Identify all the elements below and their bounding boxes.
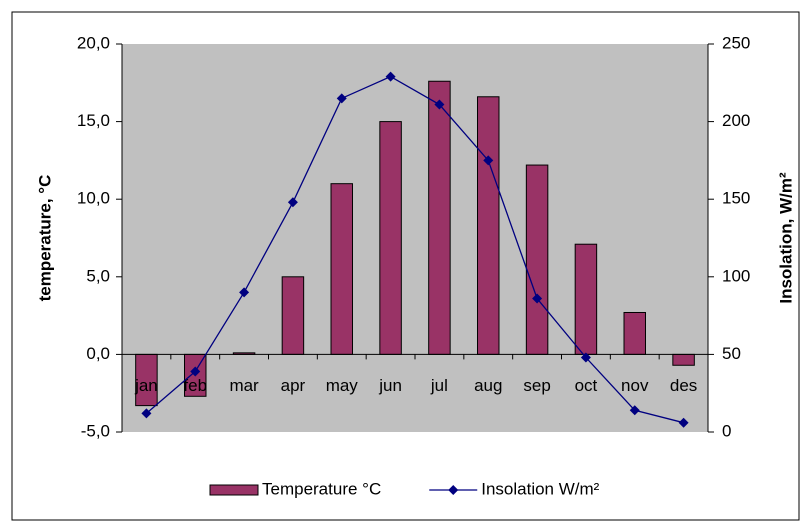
marker xyxy=(580,352,591,363)
plot-area xyxy=(122,44,708,432)
marker xyxy=(190,366,201,377)
bar xyxy=(330,183,353,355)
y-tick-label: 5,0 xyxy=(86,266,110,285)
bar xyxy=(574,243,598,355)
y-tick-label: 10,0 xyxy=(77,189,110,208)
marker xyxy=(239,287,250,298)
x-tick-label: mar xyxy=(229,376,259,395)
x-tick-label: jan xyxy=(134,376,158,395)
x-tick-label: sep xyxy=(523,376,550,395)
x-tick-label: des xyxy=(670,376,697,395)
bar xyxy=(672,353,695,366)
y2-tick-label: 0 xyxy=(722,421,731,440)
y-tick-label: -5,0 xyxy=(81,421,110,440)
y2-tick-label: 150 xyxy=(722,189,750,208)
y-tick-label: 15,0 xyxy=(77,111,110,130)
marker xyxy=(336,93,347,104)
bar xyxy=(525,164,549,355)
x-tick-label: apr xyxy=(281,376,306,395)
y2-tick-label: 50 xyxy=(722,344,741,363)
x-tick-label: oct xyxy=(575,376,598,395)
legend-marker xyxy=(448,485,459,495)
x-tick-label: nov xyxy=(621,376,649,395)
bar xyxy=(281,276,305,355)
marker xyxy=(385,71,396,82)
x-tick-label: jul xyxy=(430,376,448,395)
bar xyxy=(379,121,402,355)
marker xyxy=(483,155,494,166)
x-tick-label: aug xyxy=(474,376,502,395)
marker xyxy=(141,408,152,419)
y-axis-title: temperature, °C xyxy=(35,175,54,302)
marker xyxy=(532,293,543,304)
y-tick-label: 20,0 xyxy=(77,33,110,52)
line xyxy=(145,75,684,424)
y2-axis-title: Insolation, W/m² xyxy=(776,172,795,304)
legend-swatch xyxy=(209,484,259,496)
bar xyxy=(623,311,646,355)
legend-label: Temperature °C xyxy=(262,479,381,498)
y2-tick-label: 200 xyxy=(722,111,750,130)
x-tick-label: may xyxy=(326,376,359,395)
marker xyxy=(287,197,298,208)
legend-label: Insolation W/m² xyxy=(481,479,599,498)
marker xyxy=(629,405,640,416)
x-tick-label: feb xyxy=(183,376,207,395)
y2-tick-label: 250 xyxy=(722,33,750,52)
x-tick-label: jun xyxy=(378,376,402,395)
marker xyxy=(678,417,689,428)
marker xyxy=(434,99,445,110)
y2-tick-label: 100 xyxy=(722,266,750,285)
y-tick-label: 0,0 xyxy=(86,344,110,363)
bar xyxy=(477,96,500,355)
bar xyxy=(428,80,451,355)
